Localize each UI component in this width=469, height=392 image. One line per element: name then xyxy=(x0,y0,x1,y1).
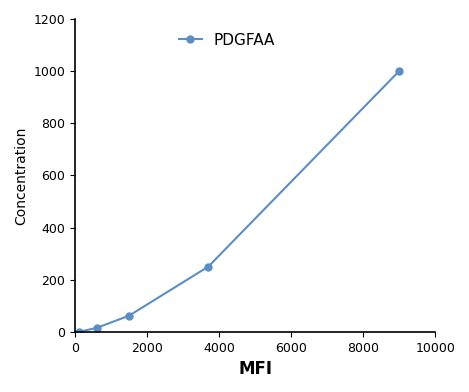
PDGFAA xyxy=(126,313,132,318)
PDGFAA xyxy=(76,330,82,334)
X-axis label: MFI: MFI xyxy=(238,360,272,378)
PDGFAA xyxy=(205,264,211,269)
PDGFAA xyxy=(396,69,402,73)
PDGFAA xyxy=(94,326,99,330)
Legend: PDGFAA: PDGFAA xyxy=(173,27,281,54)
Line: PDGFAA: PDGFAA xyxy=(75,67,402,335)
Y-axis label: Concentration: Concentration xyxy=(14,126,28,225)
